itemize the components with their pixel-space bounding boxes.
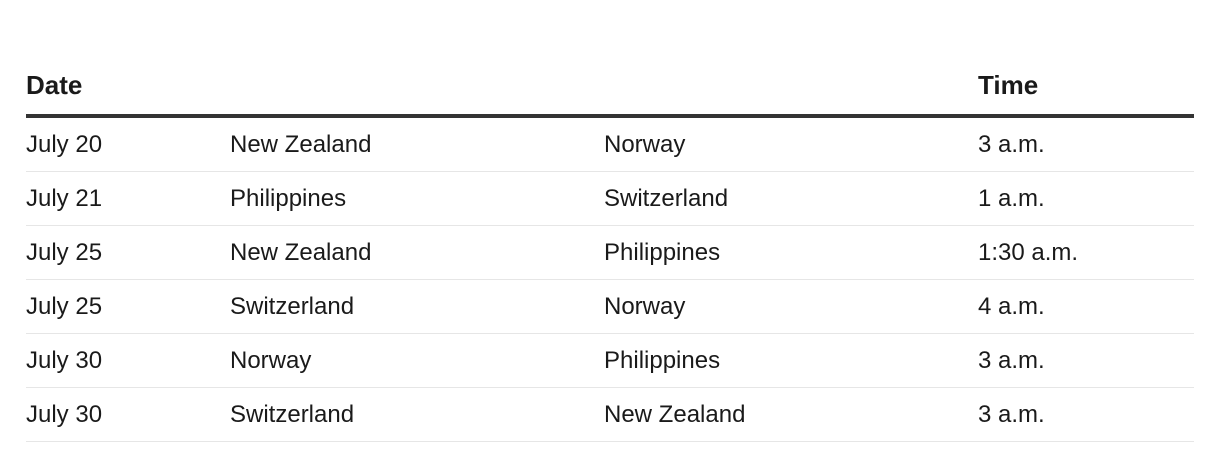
date-cell: July 25 — [26, 225, 230, 280]
date-cell: July 30 — [26, 333, 230, 388]
time-cell: 3 a.m. — [978, 333, 1194, 388]
date-cell: July 30 — [26, 387, 230, 442]
date-cell: July 20 — [26, 116, 230, 172]
team-2-cell: Norway — [604, 116, 978, 172]
team-1-cell: New Zealand — [230, 225, 604, 280]
team-1-cell: Switzerland — [230, 279, 604, 334]
table-row: July 30 Switzerland New Zealand 3 a.m. — [26, 387, 1194, 442]
header-date: Date — [26, 56, 230, 118]
header-team-1 — [230, 56, 604, 118]
table-row: July 25 New Zealand Philippines 1:30 a.m. — [26, 225, 1194, 280]
table-row: July 20 New Zealand Norway 3 a.m. — [26, 116, 1194, 172]
time-cell: 3 a.m. — [978, 116, 1194, 172]
header-time: Time — [978, 56, 1194, 118]
team-2-cell: Philippines — [604, 225, 978, 280]
team-1-cell: Switzerland — [230, 387, 604, 442]
header-team-2 — [604, 56, 978, 118]
team-1-cell: Philippines — [230, 171, 604, 226]
schedule-table: Date Time July 20 New Zealand Norway 3 a.m.… — [26, 56, 1194, 442]
date-cell: July 21 — [26, 171, 230, 226]
time-cell: 3 a.m. — [978, 387, 1194, 442]
table-row: July 30 Norway Philippines 3 a.m. — [26, 333, 1194, 388]
team-2-cell: Philippines — [604, 333, 978, 388]
team-2-cell: Switzerland — [604, 171, 978, 226]
time-cell: 1 a.m. — [978, 171, 1194, 226]
header-row: Date Time — [26, 56, 1194, 118]
team-2-cell: New Zealand — [604, 387, 978, 442]
time-cell: 1:30 a.m. — [978, 225, 1194, 280]
team-1-cell: New Zealand — [230, 116, 604, 172]
time-cell: 4 a.m. — [978, 279, 1194, 334]
team-1-cell: Norway — [230, 333, 604, 388]
table-row: July 25 Switzerland Norway 4 a.m. — [26, 279, 1194, 334]
table-row: July 21 Philippines Switzerland 1 a.m. — [26, 171, 1194, 226]
team-2-cell: Norway — [604, 279, 978, 334]
date-cell: July 25 — [26, 279, 230, 334]
